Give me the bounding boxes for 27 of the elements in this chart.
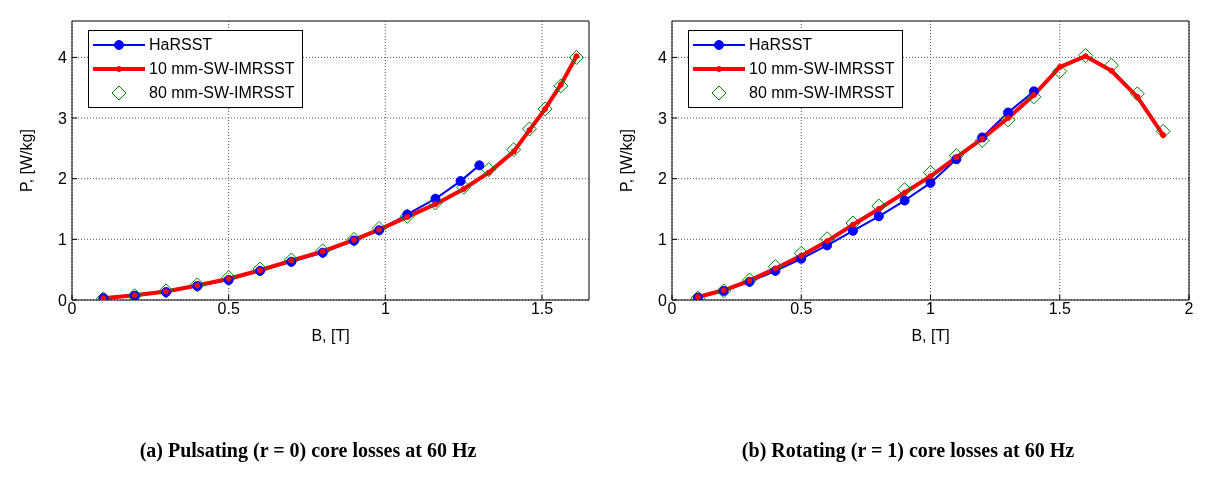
x-tick-label: 0.5 bbox=[790, 300, 813, 318]
y-axis-title: P, [W/kg] bbox=[17, 129, 35, 192]
text: (a) Pulsating (r = 0) core losses at 60 Hz bbox=[138, 439, 478, 462]
y-tick-label: 3 bbox=[658, 109, 668, 127]
x-tick-label: 1.5 bbox=[530, 300, 554, 318]
y-tick-label: 4 bbox=[58, 49, 68, 67]
legend-label: 80 mm-SW-IMRSST bbox=[749, 84, 895, 102]
x-tick-label: 1 bbox=[926, 300, 936, 318]
legend-label: HaRSST bbox=[149, 36, 213, 54]
y-tick-label: 3 bbox=[58, 109, 68, 127]
y-tick-label: 2 bbox=[58, 170, 68, 188]
x-axis-title: B, [T] bbox=[311, 327, 350, 344]
text: (b) Rotating (r = 1) core losses at 60 Hz bbox=[740, 439, 1076, 462]
y-tick-label: 1 bbox=[658, 231, 668, 249]
legend-label: HaRSST bbox=[749, 36, 813, 54]
x-tick-label: 2 bbox=[1184, 300, 1194, 318]
y-tick-label: 4 bbox=[658, 49, 668, 67]
x-tick-label: 1 bbox=[380, 300, 390, 318]
legend-label: 10 mm-SW-IMRSST bbox=[749, 60, 895, 78]
y-tick-label: 2 bbox=[658, 170, 668, 188]
legend-label: 10 mm-SW-IMRSST bbox=[149, 60, 295, 78]
legend-label: 80 mm-SW-IMRSST bbox=[149, 84, 295, 102]
y-axis-title: P, [W/kg] bbox=[617, 129, 635, 192]
x-tick-label: 1.5 bbox=[1048, 300, 1071, 318]
y-tick-label: 1 bbox=[58, 231, 68, 249]
x-tick-label: 0.5 bbox=[217, 300, 240, 318]
x-axis-title: B, [T] bbox=[911, 327, 950, 344]
